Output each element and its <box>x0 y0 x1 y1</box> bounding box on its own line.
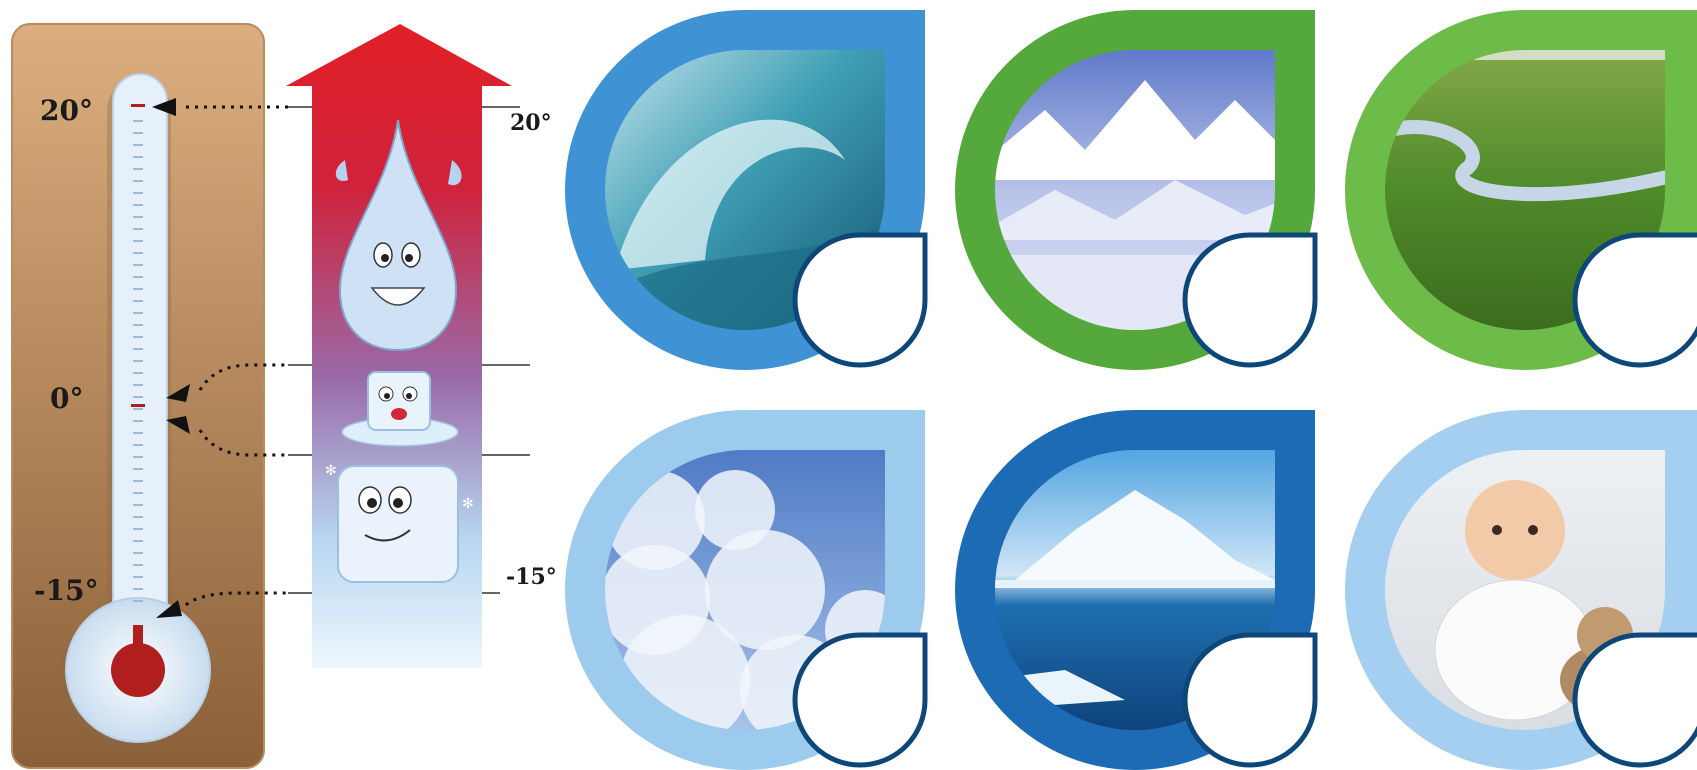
scale-tick <box>133 192 143 194</box>
scale-tick <box>133 324 143 326</box>
pointer-arrowheads <box>152 98 190 618</box>
label-bubble <box>792 232 928 368</box>
scale-tick <box>133 180 143 182</box>
scene-card-snowy-mountains <box>955 10 1318 370</box>
scale-tick <box>133 360 143 362</box>
water-drop-character-icon <box>335 119 462 352</box>
thermometer-label-0: 0° <box>50 382 83 415</box>
mark-0 <box>131 404 145 407</box>
scale-tick <box>133 336 143 338</box>
scene-card-ocean-wave <box>565 10 928 370</box>
scale-tick <box>133 144 143 146</box>
ice-cube-character-icon: ✻ ✻ <box>325 463 474 583</box>
arrow-label-20: 20° <box>510 110 552 136</box>
melting-ice-cube-character-icon <box>341 371 459 447</box>
label-bubble <box>1572 632 1697 768</box>
scale-tick <box>133 264 143 266</box>
scale-tick <box>133 552 143 554</box>
scene-card-river-landscape <box>1345 10 1697 370</box>
temperature-arrow: 20° -15° <box>286 24 557 668</box>
scale-tick <box>133 120 143 122</box>
scale-tick <box>133 384 143 386</box>
scale-tick <box>133 240 143 242</box>
scale-tick <box>133 492 143 494</box>
scale-tick <box>133 408 143 410</box>
scale-tick <box>133 204 143 206</box>
thermometer: 20° 0° -15° <box>11 23 265 769</box>
scale-tick <box>133 216 143 218</box>
scale-tick <box>133 276 143 278</box>
thermometer-mercury-bulb <box>111 643 165 697</box>
scale-tick <box>133 312 143 314</box>
thermometer-scale-ticks <box>133 120 143 602</box>
scale-tick <box>133 252 143 254</box>
scale-tick <box>133 456 143 458</box>
label-bubble <box>1182 632 1318 768</box>
scale-tick <box>133 600 143 602</box>
scale-tick <box>133 348 143 350</box>
scale-tick <box>133 564 143 566</box>
scene-card-iceberg <box>955 410 1318 770</box>
scale-tick <box>133 528 143 530</box>
scale-tick <box>133 288 143 290</box>
label-bubble <box>1572 232 1697 368</box>
arrow-label-minus15: -15° <box>506 564 557 590</box>
label-bubble <box>1182 232 1318 368</box>
thermometer-label-20: 20° <box>40 94 93 127</box>
scale-tick <box>133 228 143 230</box>
mark-20 <box>131 104 145 107</box>
scale-tick <box>133 480 143 482</box>
scale-tick <box>133 168 143 170</box>
scale-tick <box>133 540 143 542</box>
scale-tick <box>133 444 143 446</box>
scale-tick <box>133 132 143 134</box>
scale-tick <box>133 588 143 590</box>
scale-tick <box>133 156 143 158</box>
scale-tick <box>133 432 143 434</box>
scale-tick <box>133 396 143 398</box>
scale-tick <box>133 468 143 470</box>
scale-tick <box>133 300 143 302</box>
scale-tick <box>133 372 143 374</box>
thermometer-label-minus15: -15° <box>34 574 99 607</box>
scale-tick <box>133 516 143 518</box>
scale-tick <box>133 420 143 422</box>
svg-text:✻: ✻ <box>462 496 474 512</box>
svg-text:✻: ✻ <box>325 463 337 479</box>
label-bubble <box>792 632 928 768</box>
scene-card-baby-and-kitten <box>1345 410 1697 770</box>
scene-card-clouds <box>565 410 928 770</box>
scene-cards <box>565 10 1697 770</box>
scale-tick <box>133 576 143 578</box>
scale-tick <box>133 504 143 506</box>
